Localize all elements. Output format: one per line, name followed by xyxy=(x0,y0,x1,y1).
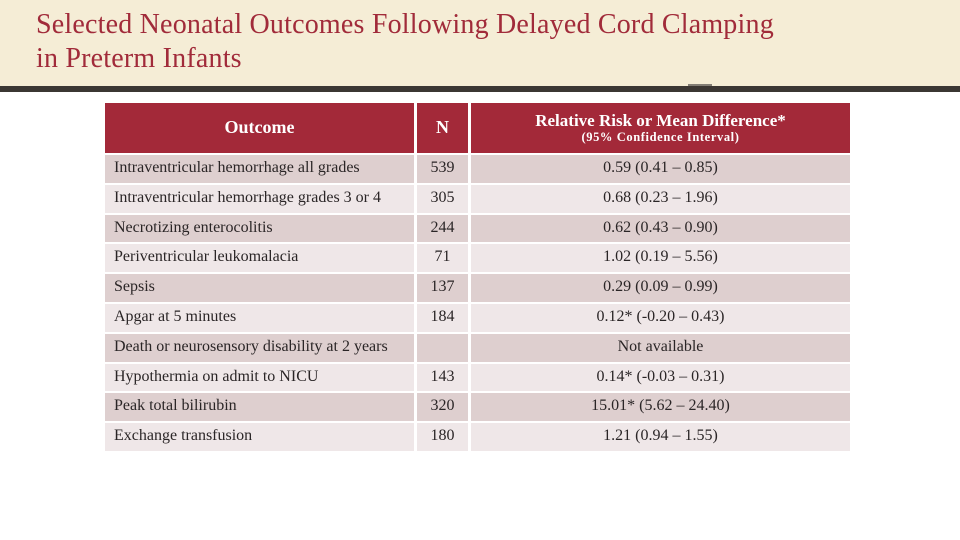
table-row: Death or neurosensory disability at 2 ye… xyxy=(105,333,850,362)
n-cell: 305 xyxy=(417,184,468,213)
n-column-header: N xyxy=(417,103,468,153)
outcome-cell: Intraventricular hemorrhage grades 3 or … xyxy=(105,184,414,213)
table-row: Intraventricular hemorrhage all grades 5… xyxy=(105,155,850,183)
value-cell: 1.02 (0.19 – 5.56) xyxy=(471,244,850,273)
outcomes-table: Outcome N Relative Risk or Mean Differen… xyxy=(105,103,850,453)
title-band: Selected Neonatal Outcomes Following Del… xyxy=(0,0,960,86)
n-cell: 184 xyxy=(417,303,468,332)
n-cell: 320 xyxy=(417,393,468,422)
title-divider xyxy=(0,86,960,92)
n-cell xyxy=(417,333,468,362)
outcome-cell: Intraventricular hemorrhage all grades xyxy=(105,155,414,183)
value-cell: 1.21 (0.94 – 1.55) xyxy=(471,423,850,451)
confidence-interval-header-subtitle: (95% Confidence Interval) xyxy=(581,130,740,145)
n-cell: 143 xyxy=(417,363,468,392)
outcome-cell: Apgar at 5 minutes xyxy=(105,303,414,332)
outcome-cell: Exchange transfusion xyxy=(105,423,414,451)
table-row: Sepsis 137 0.29 (0.09 – 0.99) xyxy=(105,274,850,302)
table-row: Periventricular leukomalacia 71 1.02 (0.… xyxy=(105,244,850,273)
value-cell: 0.14* (-0.03 – 0.31) xyxy=(471,363,850,392)
table-row: Necrotizing enterocolitis 244 0.62 (0.43… xyxy=(105,214,850,243)
outcome-cell: Peak total bilirubin xyxy=(105,393,414,422)
value-cell: 0.12* (-0.20 – 0.43) xyxy=(471,303,850,332)
slide-title-line1: Selected Neonatal Outcomes Following Del… xyxy=(36,8,774,40)
n-cell: 539 xyxy=(417,155,468,183)
outcome-column-header: Outcome xyxy=(105,103,414,153)
n-cell: 137 xyxy=(417,274,468,302)
outcome-cell: Sepsis xyxy=(105,274,414,302)
table-row: Apgar at 5 minutes 184 0.12* (-0.20 – 0.… xyxy=(105,303,850,332)
value-cell: 0.59 (0.41 – 0.85) xyxy=(471,155,850,183)
table-row: Intraventricular hemorrhage grades 3 or … xyxy=(105,184,850,213)
value-cell: 0.62 (0.43 – 0.90) xyxy=(471,214,850,243)
table-row: Peak total bilirubin 320 15.01* (5.62 – … xyxy=(105,393,850,422)
value-cell: 0.29 (0.09 – 0.99) xyxy=(471,274,850,302)
n-cell: 180 xyxy=(417,423,468,451)
value-cell: 15.01* (5.62 – 24.40) xyxy=(471,393,850,422)
slide-title-line2: in Preterm Infants xyxy=(36,43,242,74)
n-cell: 244 xyxy=(417,214,468,243)
value-cell: Not available xyxy=(471,333,850,362)
table-row: Hypothermia on admit to NICU 143 0.14* (… xyxy=(105,363,850,392)
outcome-cell: Necrotizing enterocolitis xyxy=(105,214,414,243)
value-cell: 0.68 (0.23 – 1.96) xyxy=(471,184,850,213)
relative-risk-column-header: Relative Risk or Mean Difference* (95% C… xyxy=(471,103,850,153)
outcome-cell: Hypothermia on admit to NICU xyxy=(105,363,414,392)
outcome-cell: Death or neurosensory disability at 2 ye… xyxy=(105,333,414,362)
table-header-row: Outcome N Relative Risk or Mean Differen… xyxy=(105,103,850,153)
outcome-cell: Periventricular leukomalacia xyxy=(105,244,414,273)
table-row: Exchange transfusion 180 1.21 (0.94 – 1.… xyxy=(105,423,850,451)
n-cell: 71 xyxy=(417,244,468,273)
relative-risk-header-title: Relative Risk or Mean Difference* xyxy=(535,110,786,130)
